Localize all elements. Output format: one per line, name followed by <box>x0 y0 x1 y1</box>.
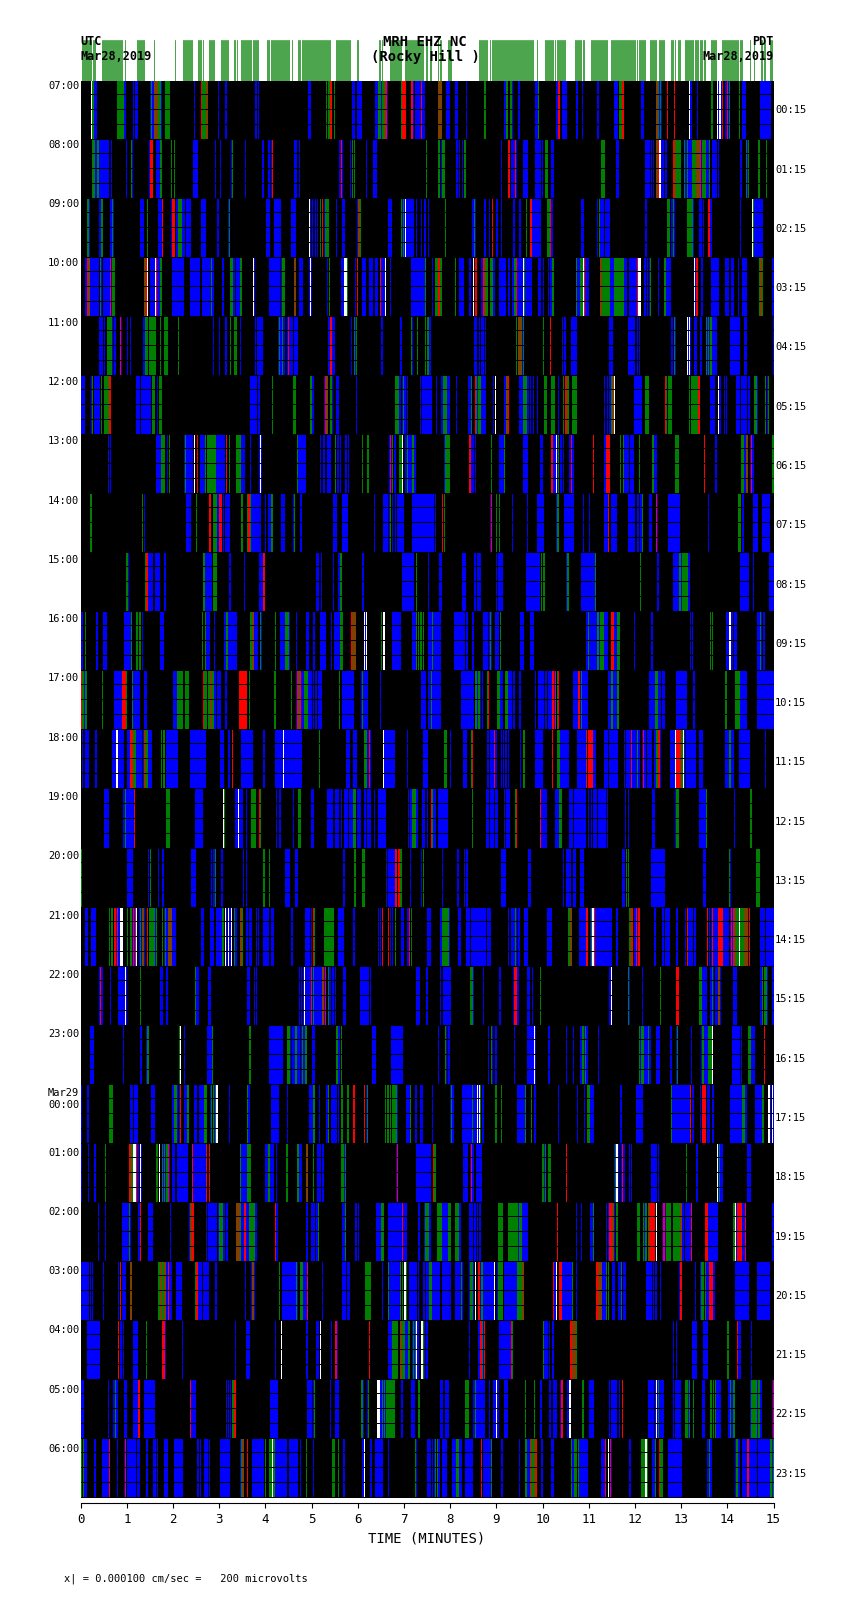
Text: x| = 0.000100 cm/sec =   200 microvolts: x| = 0.000100 cm/sec = 200 microvolts <box>64 1573 308 1584</box>
Text: Mar28,2019: Mar28,2019 <box>81 50 152 63</box>
Text: 20:15: 20:15 <box>775 1290 806 1300</box>
Text: 05:00: 05:00 <box>48 1384 79 1395</box>
Text: Mar28,2019: Mar28,2019 <box>702 50 774 63</box>
Text: 17:00: 17:00 <box>48 674 79 684</box>
Text: 12:15: 12:15 <box>775 816 806 826</box>
Text: 16:15: 16:15 <box>775 1053 806 1063</box>
Text: 19:15: 19:15 <box>775 1232 806 1242</box>
Text: 01:15: 01:15 <box>775 165 806 174</box>
Text: 10:00: 10:00 <box>48 258 79 268</box>
Text: 22:00: 22:00 <box>48 969 79 979</box>
Text: 18:15: 18:15 <box>775 1173 806 1182</box>
Text: 08:00: 08:00 <box>48 140 79 150</box>
Text: 16:00: 16:00 <box>48 615 79 624</box>
Text: 14:15: 14:15 <box>775 936 806 945</box>
Text: 12:00: 12:00 <box>48 377 79 387</box>
Text: 02:15: 02:15 <box>775 224 806 234</box>
Text: 23:15: 23:15 <box>775 1469 806 1479</box>
Text: 03:00: 03:00 <box>48 1266 79 1276</box>
Text: 11:15: 11:15 <box>775 758 806 768</box>
Text: UTC: UTC <box>81 35 102 48</box>
Text: MRH EHZ NC: MRH EHZ NC <box>383 35 467 50</box>
Text: 10:15: 10:15 <box>775 698 806 708</box>
Text: Mar29
00:00: Mar29 00:00 <box>48 1089 79 1110</box>
Text: 23:00: 23:00 <box>48 1029 79 1039</box>
Text: 06:15: 06:15 <box>775 461 806 471</box>
Text: 11:00: 11:00 <box>48 318 79 327</box>
Text: 21:15: 21:15 <box>775 1350 806 1360</box>
Text: 07:15: 07:15 <box>775 521 806 531</box>
Text: 13:00: 13:00 <box>48 437 79 447</box>
Text: 18:00: 18:00 <box>48 732 79 742</box>
Text: 15:00: 15:00 <box>48 555 79 565</box>
Text: PDT: PDT <box>752 35 774 48</box>
Text: 01:00: 01:00 <box>48 1148 79 1158</box>
Text: 06:00: 06:00 <box>48 1444 79 1453</box>
Text: 21:00: 21:00 <box>48 910 79 921</box>
Text: 20:00: 20:00 <box>48 852 79 861</box>
X-axis label: TIME (MINUTES): TIME (MINUTES) <box>369 1532 485 1545</box>
Text: 19:00: 19:00 <box>48 792 79 802</box>
Text: 22:15: 22:15 <box>775 1410 806 1419</box>
Text: 04:00: 04:00 <box>48 1326 79 1336</box>
Text: 05:15: 05:15 <box>775 402 806 411</box>
Text: 07:00: 07:00 <box>48 81 79 90</box>
Text: 13:15: 13:15 <box>775 876 806 886</box>
Text: (Rocky Hill ): (Rocky Hill ) <box>371 50 479 65</box>
Text: 09:00: 09:00 <box>48 200 79 210</box>
Text: 09:15: 09:15 <box>775 639 806 648</box>
Text: 03:15: 03:15 <box>775 284 806 294</box>
Text: 00:15: 00:15 <box>775 105 806 115</box>
Text: 15:15: 15:15 <box>775 995 806 1005</box>
Text: 17:15: 17:15 <box>775 1113 806 1123</box>
Text: 08:15: 08:15 <box>775 579 806 589</box>
Text: 14:00: 14:00 <box>48 495 79 505</box>
Text: 02:00: 02:00 <box>48 1207 79 1216</box>
Text: 04:15: 04:15 <box>775 342 806 352</box>
